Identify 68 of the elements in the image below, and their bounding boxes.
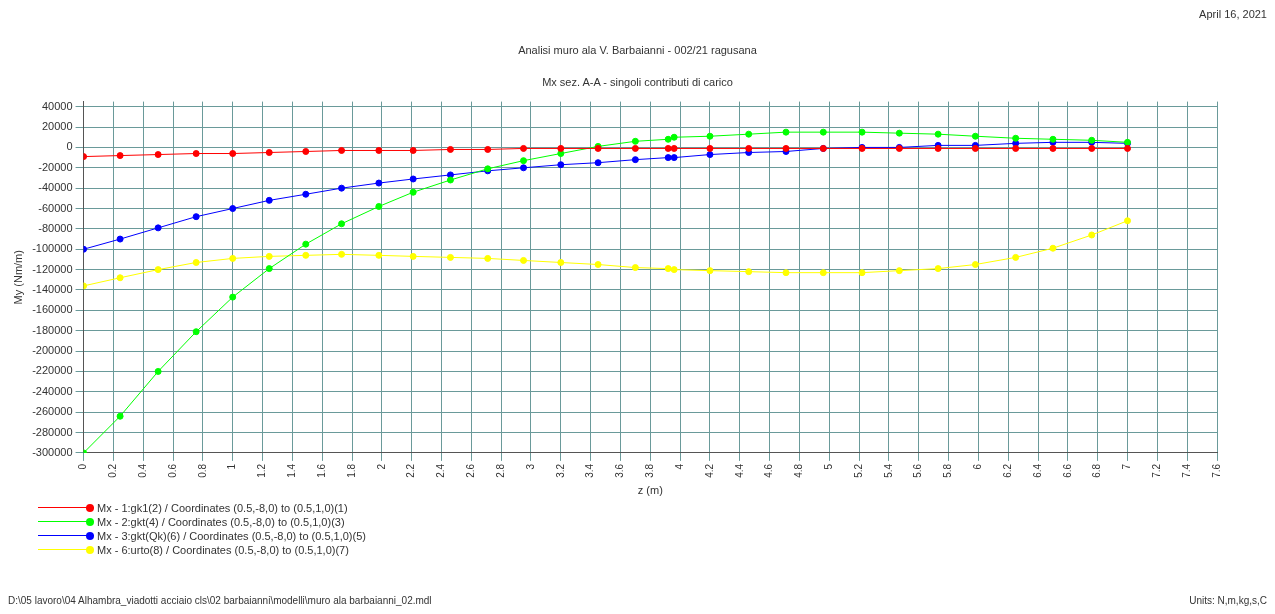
y-tick-label: -300000 [32, 445, 73, 458]
x-tick-label: 2.8 [494, 463, 506, 478]
x-tick-label: 1.8 [345, 463, 357, 478]
y-tick-label: -260000 [32, 405, 73, 418]
x-tick-label: 1.6 [315, 463, 327, 478]
x-tick-label: 6.2 [1001, 463, 1013, 478]
x-tick-label: 7 [1121, 463, 1133, 470]
x-tick-label: 4.2 [703, 463, 715, 478]
y-tick-label: -40000 [38, 181, 73, 194]
x-tick-label: 2.4 [435, 463, 447, 478]
x-tick-label: 1.4 [286, 463, 298, 478]
x-tick-label: 7.4 [1180, 463, 1192, 478]
legend-label: Mx - 2:gkt(4) / Coordinates (0.5,-8,0) to (0.5,1,0)(3) [97, 516, 345, 528]
text: April 16, 2021 [1198, 8, 1267, 22]
x-tick-label: 4 [673, 463, 685, 470]
y-tick-label: -280000 [32, 425, 73, 438]
x-tick-label: 6.4 [1031, 463, 1043, 478]
legend-label: Mx - 3:gkt(Qk)(6) / Coordinates (0.5,-8,0) to (0.5,1,0)(5) [97, 530, 366, 542]
y-tick-label: -200000 [32, 344, 73, 357]
y-tick-label: 40000 [41, 99, 73, 112]
x-tick-label: 5.4 [882, 463, 894, 478]
text: D:\05 lavoro\04 Alhambra_viadotti acciaio cls\02 barbaianni\modelli\muro ala barbaianni_02.mdl [8, 595, 432, 606]
x-tick-label: 7.6 [1210, 463, 1222, 478]
x-tick-label: 3.4 [584, 463, 596, 478]
x-tick-label: 4.4 [733, 463, 745, 478]
x-tick-label: 2.2 [405, 463, 417, 478]
legend-label: Mx - 6:urto(8) / Coordinates (0.5,-8,0) to (0.5,1,0)(7) [97, 544, 349, 556]
chart-title: Analisi muro ala V. Barbaianni - 002/21 ragusana [517, 44, 758, 56]
x-tick-label: 4.6 [763, 463, 775, 478]
y-tick-label: -140000 [32, 283, 73, 296]
y-tick-label: -100000 [32, 242, 73, 255]
y-tick-label: 0 [66, 140, 73, 153]
x-tick-label: 3.8 [644, 463, 656, 478]
x-tick-label: 0.4 [136, 463, 148, 478]
x-tick-label: 7.2 [1151, 463, 1163, 478]
x-tick-label: 2 [375, 463, 387, 470]
x-tick-label: 5.8 [942, 463, 954, 478]
chart-subtitle: Mx sez. A-A - singoli contributi di carico [541, 76, 734, 88]
x-tick-label: 0.8 [196, 463, 208, 478]
y-tick-label: -160000 [32, 303, 73, 316]
y-axis-title: My (Nm/m) [11, 250, 24, 305]
x-tick-label: 0.6 [166, 463, 178, 478]
legend-label: Mx - 1:gk1(2) / Coordinates (0.5,-8,0) to (0.5,1,0)(1) [97, 502, 348, 514]
x-tick-label: 5.6 [912, 463, 924, 478]
x-tick-label: 0.2 [107, 463, 119, 478]
x-tick-label: 4.8 [793, 463, 805, 478]
x-tick-label: 6.8 [1091, 463, 1103, 478]
x-tick-label: 3.6 [614, 463, 626, 478]
x-tick-label: 1 [226, 463, 238, 470]
y-tick-label: -120000 [32, 262, 73, 275]
x-tick-label: 5 [823, 463, 834, 470]
x-tick-label: 6 [972, 463, 984, 470]
y-tick-label: -180000 [32, 323, 73, 336]
x-tick-label: 3 [524, 463, 536, 470]
y-tick-label: -220000 [32, 364, 73, 377]
x-tick-label: 0 [77, 463, 89, 470]
text: Units: N,m,kg,s,C [1189, 595, 1267, 606]
x-tick-label: 3.2 [554, 463, 566, 478]
y-tick-label: 20000 [41, 120, 73, 133]
y-tick-label: -80000 [38, 221, 73, 234]
y-tick-label: -240000 [32, 384, 73, 397]
x-tick-label: 2.6 [465, 463, 477, 478]
x-axis-title: z (m) [637, 484, 663, 497]
x-tick-label: 5.2 [852, 463, 864, 478]
x-tick-label: 6.6 [1061, 463, 1073, 478]
y-tick-label: -60000 [38, 201, 73, 214]
x-tick-label: 1.2 [256, 463, 268, 478]
y-tick-label: -20000 [38, 160, 73, 173]
